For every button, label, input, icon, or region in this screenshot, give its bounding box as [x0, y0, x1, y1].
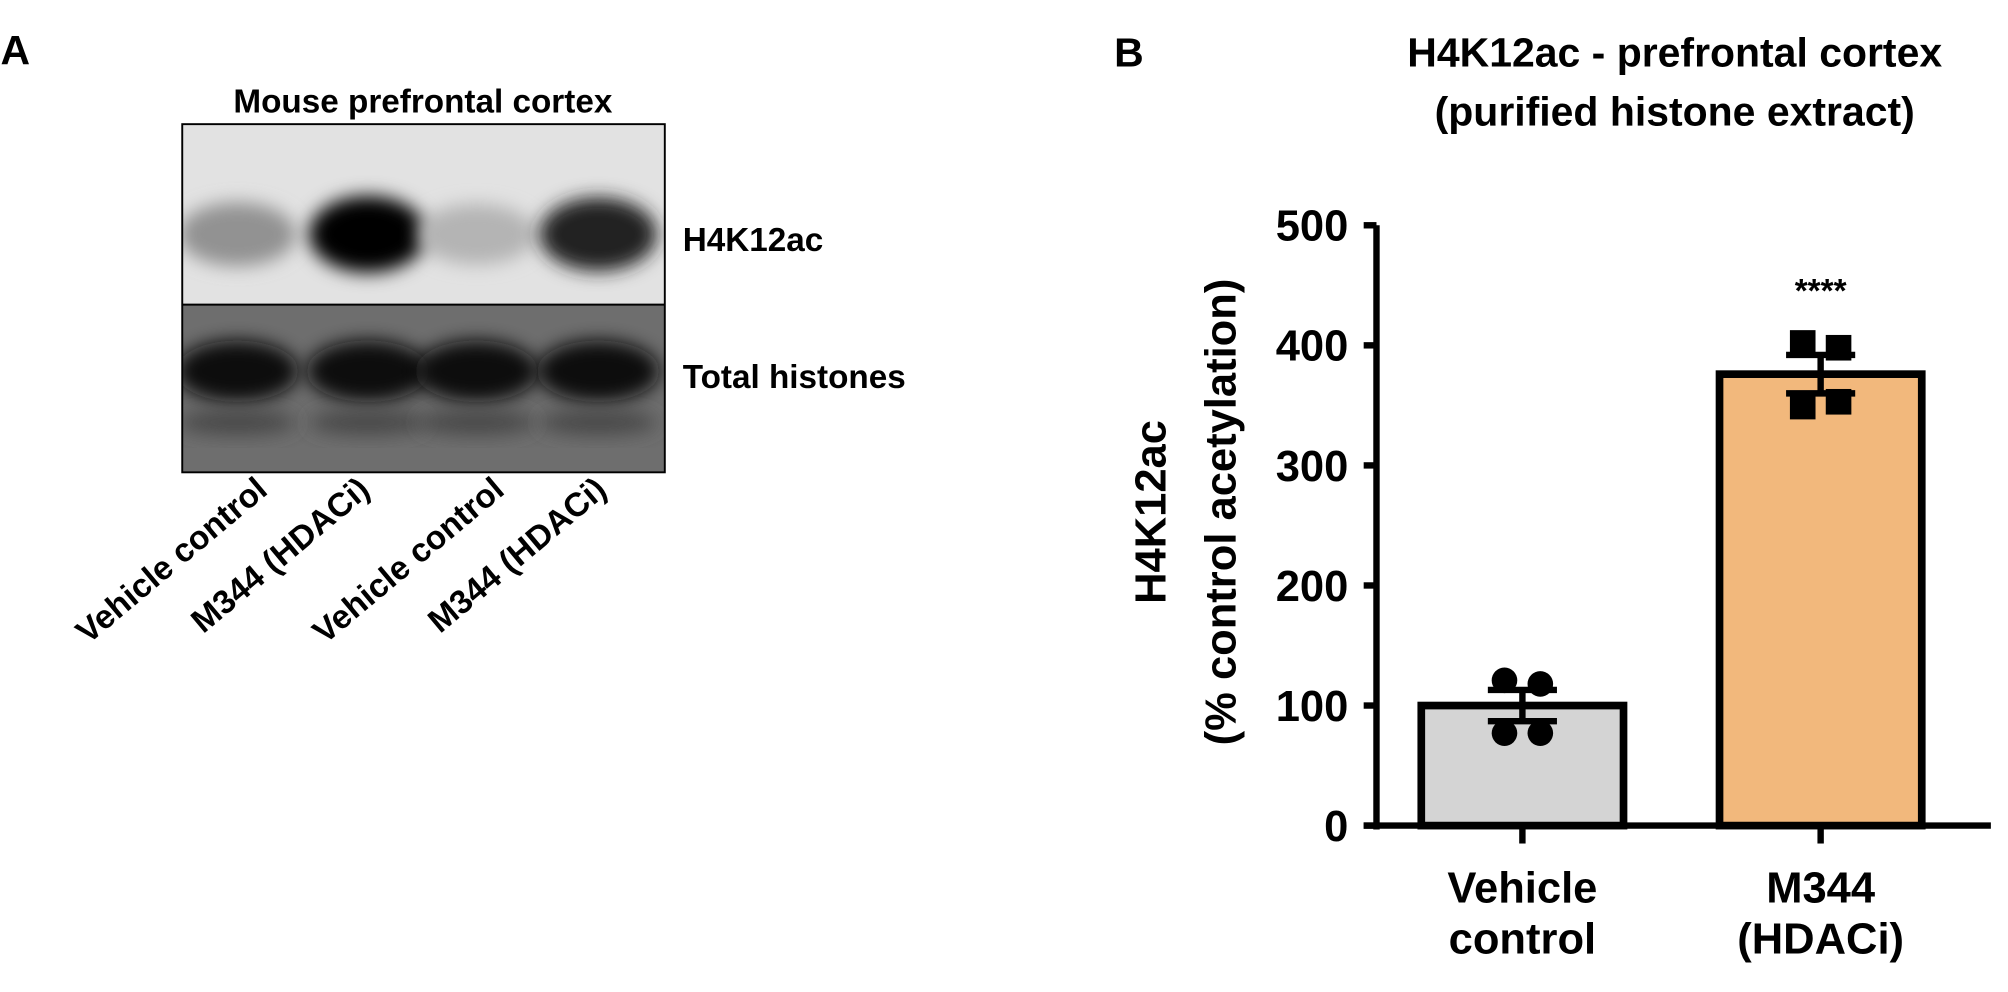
h4k12ac-band	[308, 195, 427, 273]
x-tick-label: Vehicle	[1447, 864, 1597, 912]
y-tick-label: 500	[1276, 203, 1349, 251]
y-tick-label: 100	[1276, 683, 1349, 731]
x-tick-label: M344	[1766, 864, 1875, 912]
panel-a-label: A	[0, 27, 30, 73]
lower-histone-band	[539, 409, 658, 436]
data-point	[1491, 667, 1518, 694]
lane-label: M344 (HDACi)	[421, 471, 613, 641]
significance-annotation: ****	[1795, 273, 1847, 310]
lower-histone-band	[417, 409, 536, 436]
x-tick-label: (HDACi)	[1737, 916, 1904, 964]
band-label-total-histones: Total histones	[683, 359, 906, 396]
data-point	[1527, 720, 1554, 746]
panel-b-label: B	[1114, 30, 1144, 76]
lower-histone-band	[308, 409, 427, 436]
band-label-h4k12ac: H4K12ac	[683, 222, 824, 259]
total-histone-band	[182, 340, 299, 402]
y-tick-label: 200	[1276, 563, 1349, 611]
data-point	[1491, 720, 1518, 746]
blot-title: Mouse prefrontal cortex	[233, 84, 612, 121]
bar	[1715, 370, 1926, 830]
total-histone-band	[536, 340, 660, 402]
chart-subtitle: (purified histone extract)	[1435, 88, 1915, 134]
total-histone-band	[306, 340, 430, 402]
y-tick-label: 0	[1324, 803, 1348, 851]
chart-title: H4K12ac - prefrontal cortex	[1407, 30, 1942, 76]
data-point	[1789, 393, 1816, 420]
h4k12ac-band	[539, 197, 658, 272]
data-point	[1789, 330, 1816, 356]
total-histone-band	[415, 340, 539, 402]
y-axis-label: H4K12ac	[1127, 420, 1175, 604]
h4k12ac-band	[182, 202, 297, 266]
lower-histone-band	[182, 409, 297, 436]
y-axis-label-2: (% control acetylation)	[1198, 279, 1246, 746]
y-tick-label: 300	[1276, 443, 1349, 491]
x-tick-label: control	[1449, 916, 1596, 964]
h4k12ac-band	[417, 204, 536, 265]
y-tick-label: 400	[1276, 323, 1349, 371]
western-blot	[182, 124, 665, 473]
